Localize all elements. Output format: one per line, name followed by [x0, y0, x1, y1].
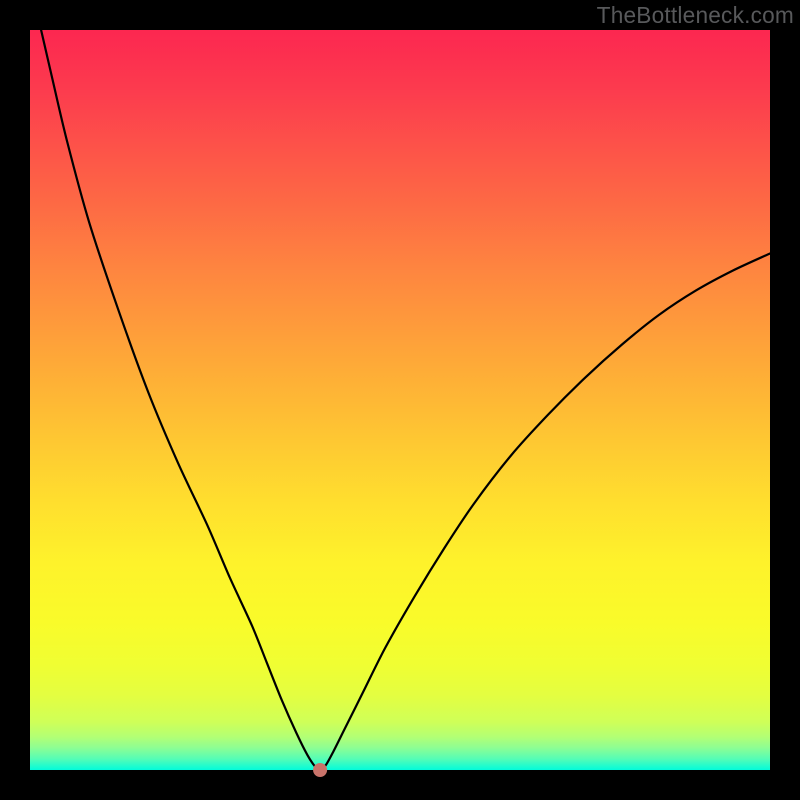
plot-background	[30, 30, 770, 770]
watermark-text: TheBottleneck.com	[597, 2, 794, 29]
optimal-point-marker	[313, 763, 327, 777]
bottleneck-chart	[0, 0, 800, 800]
chart-frame: TheBottleneck.com	[0, 0, 800, 800]
